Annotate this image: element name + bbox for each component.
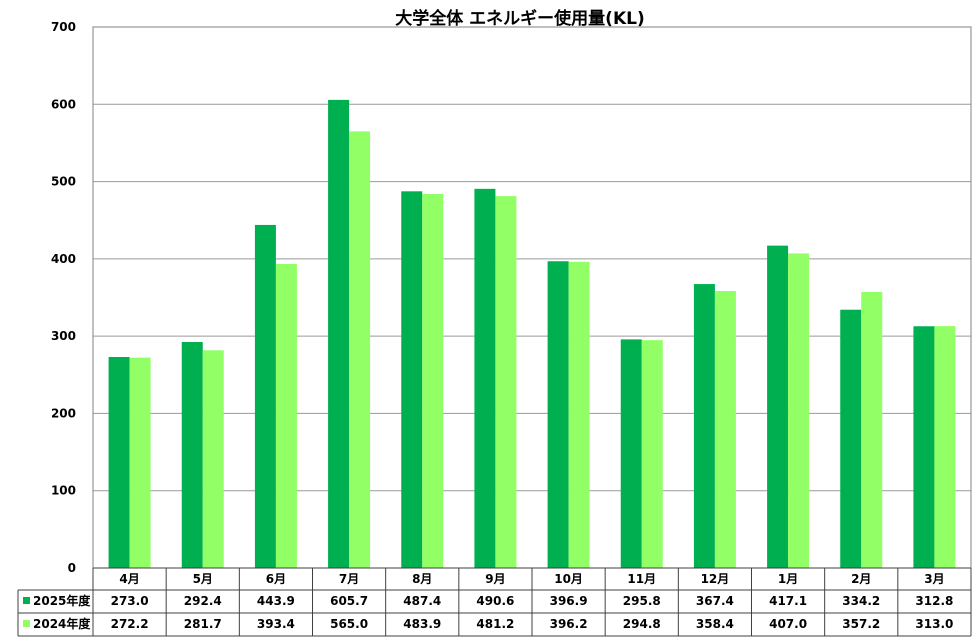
y-tick-label: 0	[68, 561, 76, 575]
legend-swatch	[23, 620, 30, 627]
bar-series2	[129, 357, 151, 568]
bar-series2	[202, 350, 224, 568]
bar-series1	[181, 342, 203, 568]
bar-series2	[495, 196, 517, 568]
legend-label: 2025年度	[33, 593, 91, 608]
data-label: 487.4	[403, 594, 441, 608]
data-label: 396.9	[550, 594, 588, 608]
bar-series2	[788, 253, 810, 568]
legend-swatch	[23, 597, 30, 604]
plot-area-border	[92, 26, 972, 569]
bar-series1	[254, 224, 276, 568]
x-tick-label: 2月	[851, 572, 871, 586]
bar-series2	[861, 291, 883, 568]
data-label: 273.0	[111, 594, 149, 608]
bar-series1	[840, 309, 862, 568]
data-label: 357.2	[842, 617, 880, 631]
data-label: 605.7	[330, 594, 368, 608]
x-tick-label: 4月	[119, 572, 139, 586]
data-label: 272.2	[111, 617, 149, 631]
data-label: 393.4	[257, 617, 295, 631]
bar-series2	[422, 194, 444, 568]
x-tick-label: 9月	[485, 572, 505, 586]
bar-series2	[934, 326, 956, 568]
data-label: 295.8	[623, 594, 661, 608]
bar-series2	[714, 291, 736, 568]
y-tick-label: 100	[51, 484, 76, 498]
bar-series1	[620, 339, 642, 568]
data-label: 565.0	[330, 617, 368, 631]
bar-series1	[913, 326, 935, 568]
bar-series2	[275, 263, 297, 568]
x-tick-label: 1月	[778, 572, 798, 586]
x-tick-label: 8月	[412, 572, 432, 586]
x-tick-label: 11月	[627, 572, 656, 586]
data-label: 358.4	[696, 617, 734, 631]
x-tick-label: 7月	[339, 572, 359, 586]
bar-series2	[641, 340, 663, 568]
data-table: 4月 5月 6月 7月 8月 9月 10月 11月 12月 1月 2月 3月 2025年度 273.0 29…	[17, 567, 972, 637]
y-tick-label: 500	[51, 175, 76, 189]
data-label: 396.2	[550, 617, 588, 631]
gridlines	[92, 26, 972, 569]
data-label: 481.2	[476, 617, 514, 631]
y-tick-label: 200	[51, 406, 76, 420]
data-label: 281.7	[184, 617, 222, 631]
data-label: 294.8	[623, 617, 661, 631]
bar-series1	[767, 245, 789, 568]
bar-series1	[693, 284, 715, 568]
x-tick-label: 5月	[193, 572, 213, 586]
data-label: 490.6	[476, 594, 514, 608]
x-tick-label: 6月	[266, 572, 286, 586]
bar-series2	[349, 131, 371, 569]
data-label: 417.1	[769, 594, 807, 608]
data-label: 292.4	[184, 594, 222, 608]
data-label: 367.4	[696, 594, 734, 608]
x-tick-label: 3月	[924, 572, 944, 586]
x-tick-label: 12月	[701, 572, 730, 586]
data-label: 312.8	[915, 594, 953, 608]
y-tick-label: 700	[51, 20, 76, 34]
data-label: 334.2	[842, 594, 880, 608]
bar-series1	[401, 191, 423, 568]
bars	[108, 99, 956, 569]
data-label: 483.9	[403, 617, 441, 631]
data-label: 407.0	[769, 617, 807, 631]
legend-label: 2024年度	[33, 616, 91, 631]
chart-title: 大学全体 エネルギー使用量(KL)	[395, 8, 644, 29]
bar-series2	[568, 261, 590, 568]
bar-series1	[108, 357, 130, 568]
data-label: 443.9	[257, 594, 295, 608]
x-tick-label: 10月	[554, 572, 583, 586]
y-tick-label: 400	[51, 252, 76, 266]
bar-series1	[328, 99, 350, 568]
bar-series1	[547, 261, 569, 568]
y-axis-tick-labels: 0 100 200 300 400 500 600 700	[51, 20, 76, 575]
data-label: 313.0	[915, 617, 953, 631]
bar-series1	[474, 188, 496, 568]
y-tick-label: 600	[51, 97, 76, 111]
y-tick-label: 300	[51, 329, 76, 343]
